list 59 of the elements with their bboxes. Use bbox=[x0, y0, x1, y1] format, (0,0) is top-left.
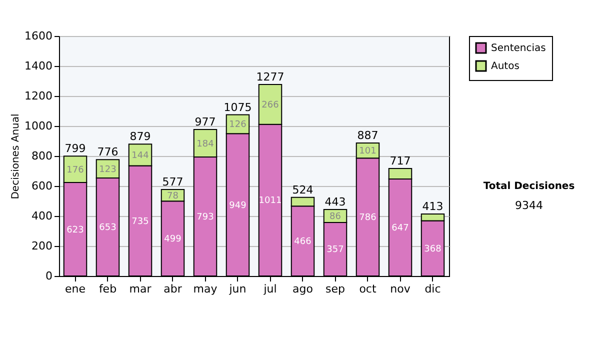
x-tick-label: ene bbox=[64, 282, 86, 296]
total-label: 799 bbox=[64, 142, 86, 156]
data-label: 101 bbox=[359, 146, 376, 157]
y-tick-label: 1200 bbox=[24, 90, 52, 102]
data-label: 78 bbox=[167, 191, 179, 202]
data-label: 793 bbox=[196, 212, 214, 223]
text: 9344 bbox=[515, 199, 543, 212]
x-tick-label: abr bbox=[164, 282, 182, 296]
data-label: 786 bbox=[359, 213, 377, 224]
x-tick-label: jun bbox=[228, 282, 246, 296]
data-label: 949 bbox=[229, 200, 247, 211]
total-label: 977 bbox=[194, 115, 216, 128]
x-tick-label: feb bbox=[98, 282, 117, 296]
x-tick-label: may bbox=[193, 282, 218, 296]
y-tick-label: 800 bbox=[32, 150, 52, 162]
data-label: 647 bbox=[392, 223, 409, 234]
y-tick-label: 400 bbox=[32, 210, 52, 222]
x-tick-label: sep bbox=[326, 282, 346, 296]
data-label: 1011 bbox=[258, 196, 282, 206]
total-label: 443 bbox=[324, 196, 346, 209]
data-label: 357 bbox=[326, 245, 344, 256]
data-label: 126 bbox=[229, 120, 247, 130]
total-label: 879 bbox=[130, 130, 151, 144]
total-label: 524 bbox=[292, 183, 314, 196]
data-label: 86 bbox=[330, 212, 342, 222]
data-label: 499 bbox=[164, 234, 182, 245]
y-axis-title: Decisiones Anual bbox=[10, 114, 22, 200]
total-label: 413 bbox=[422, 200, 444, 214]
data-label: 184 bbox=[196, 139, 214, 150]
total-label: 1277 bbox=[256, 70, 284, 84]
y-tick-label: 200 bbox=[32, 240, 52, 252]
data-label: 653 bbox=[99, 223, 116, 234]
data-label: 123 bbox=[99, 164, 116, 175]
x-tick-label: nov bbox=[390, 282, 411, 296]
data-label: 266 bbox=[262, 100, 280, 110]
total-label: 776 bbox=[97, 146, 118, 159]
x-tick-label: ago bbox=[292, 282, 314, 296]
x-tick-label: mar bbox=[129, 282, 152, 296]
data-label: 176 bbox=[66, 165, 84, 176]
data-label: 144 bbox=[132, 150, 150, 161]
legend-label: Autos bbox=[491, 61, 520, 72]
text: Total Decisiones bbox=[483, 181, 575, 192]
total-label: 1075 bbox=[224, 100, 252, 114]
data-label: 466 bbox=[294, 237, 312, 248]
data-label: 368 bbox=[424, 244, 442, 254]
y-tick-label: 1000 bbox=[24, 120, 52, 132]
data-label: 623 bbox=[66, 225, 84, 236]
data-label: 735 bbox=[132, 216, 149, 227]
y-tick-label: 1400 bbox=[24, 60, 52, 72]
total-label: 717 bbox=[390, 154, 411, 168]
x-tick-label: jul bbox=[262, 282, 277, 296]
total-label: 577 bbox=[162, 175, 184, 188]
y-tick-label: 600 bbox=[32, 180, 52, 192]
y-tick-label: 1600 bbox=[24, 30, 52, 42]
x-tick-label: dic bbox=[424, 282, 441, 296]
total-label: 887 bbox=[357, 128, 378, 142]
y-tick-label: 0 bbox=[46, 270, 52, 282]
x-tick-label: oct bbox=[359, 282, 377, 296]
legend-label: Sentencias bbox=[491, 43, 546, 54]
